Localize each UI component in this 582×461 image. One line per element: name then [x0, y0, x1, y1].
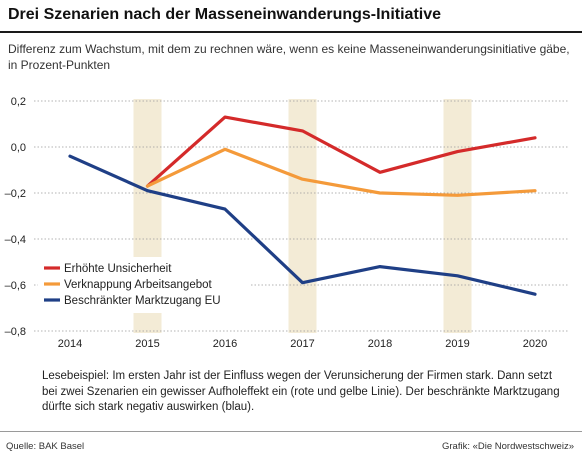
- reading-example-note: Lesebeispiel: Im ersten Jahr ist der Ein…: [42, 370, 560, 413]
- legend-label: Erhöhte Unsicherheit: [64, 263, 172, 275]
- year-stripes: [133, 99, 472, 333]
- y-tick-label: –0,4: [5, 234, 26, 246]
- y-tick-label: –0,8: [5, 326, 26, 338]
- source-label: Quelle: BAK Basel: [6, 441, 85, 452]
- x-tick-label: 2020: [523, 338, 547, 350]
- y-axis-ticks: 0,2 0,0 –0,2 –0,4 –0,6 –0,8: [5, 96, 26, 338]
- year-stripe-2019: [443, 99, 472, 333]
- year-stripe-2017: [288, 99, 317, 333]
- y-tick-label: –0,2: [5, 188, 26, 200]
- x-tick-label: 2019: [445, 338, 469, 350]
- legend-label: Beschränkter Marktzugang EU: [64, 295, 221, 307]
- y-tick-label: 0,2: [11, 96, 26, 108]
- series-line-1: [145, 115, 537, 188]
- x-tick-label: 2016: [213, 338, 237, 350]
- x-tick-label: 2018: [368, 338, 392, 350]
- chart-title: Drei Szenarien nach der Masseneinwanderu…: [8, 6, 442, 23]
- series-line-3: [68, 154, 537, 296]
- series-line-2: [145, 147, 537, 197]
- legend: Erhöhte Unsicherheit Verknappung Arbeitsa…: [38, 257, 250, 313]
- title-rule: [0, 31, 582, 33]
- x-axis-ticks: 2014 2015 2016 2017 2018 2019 2020: [58, 338, 547, 350]
- x-tick-label: 2015: [135, 338, 159, 350]
- legend-box: [38, 257, 250, 313]
- legend-label: Verknappung Arbeitsangebot: [64, 279, 213, 291]
- graphic-credit: Grafik: «Die Nordwestschweiz»: [442, 441, 574, 452]
- x-tick-label: 2017: [290, 338, 314, 350]
- chart-subtitle: Differenz zum Wachstum, mit dem zu rechn…: [8, 42, 570, 72]
- footer-rule: [0, 431, 582, 432]
- y-tick-label: –0,6: [5, 280, 26, 292]
- y-tick-label: 0,0: [11, 142, 26, 154]
- x-tick-label: 2014: [58, 338, 82, 350]
- series-lines: [68, 115, 537, 296]
